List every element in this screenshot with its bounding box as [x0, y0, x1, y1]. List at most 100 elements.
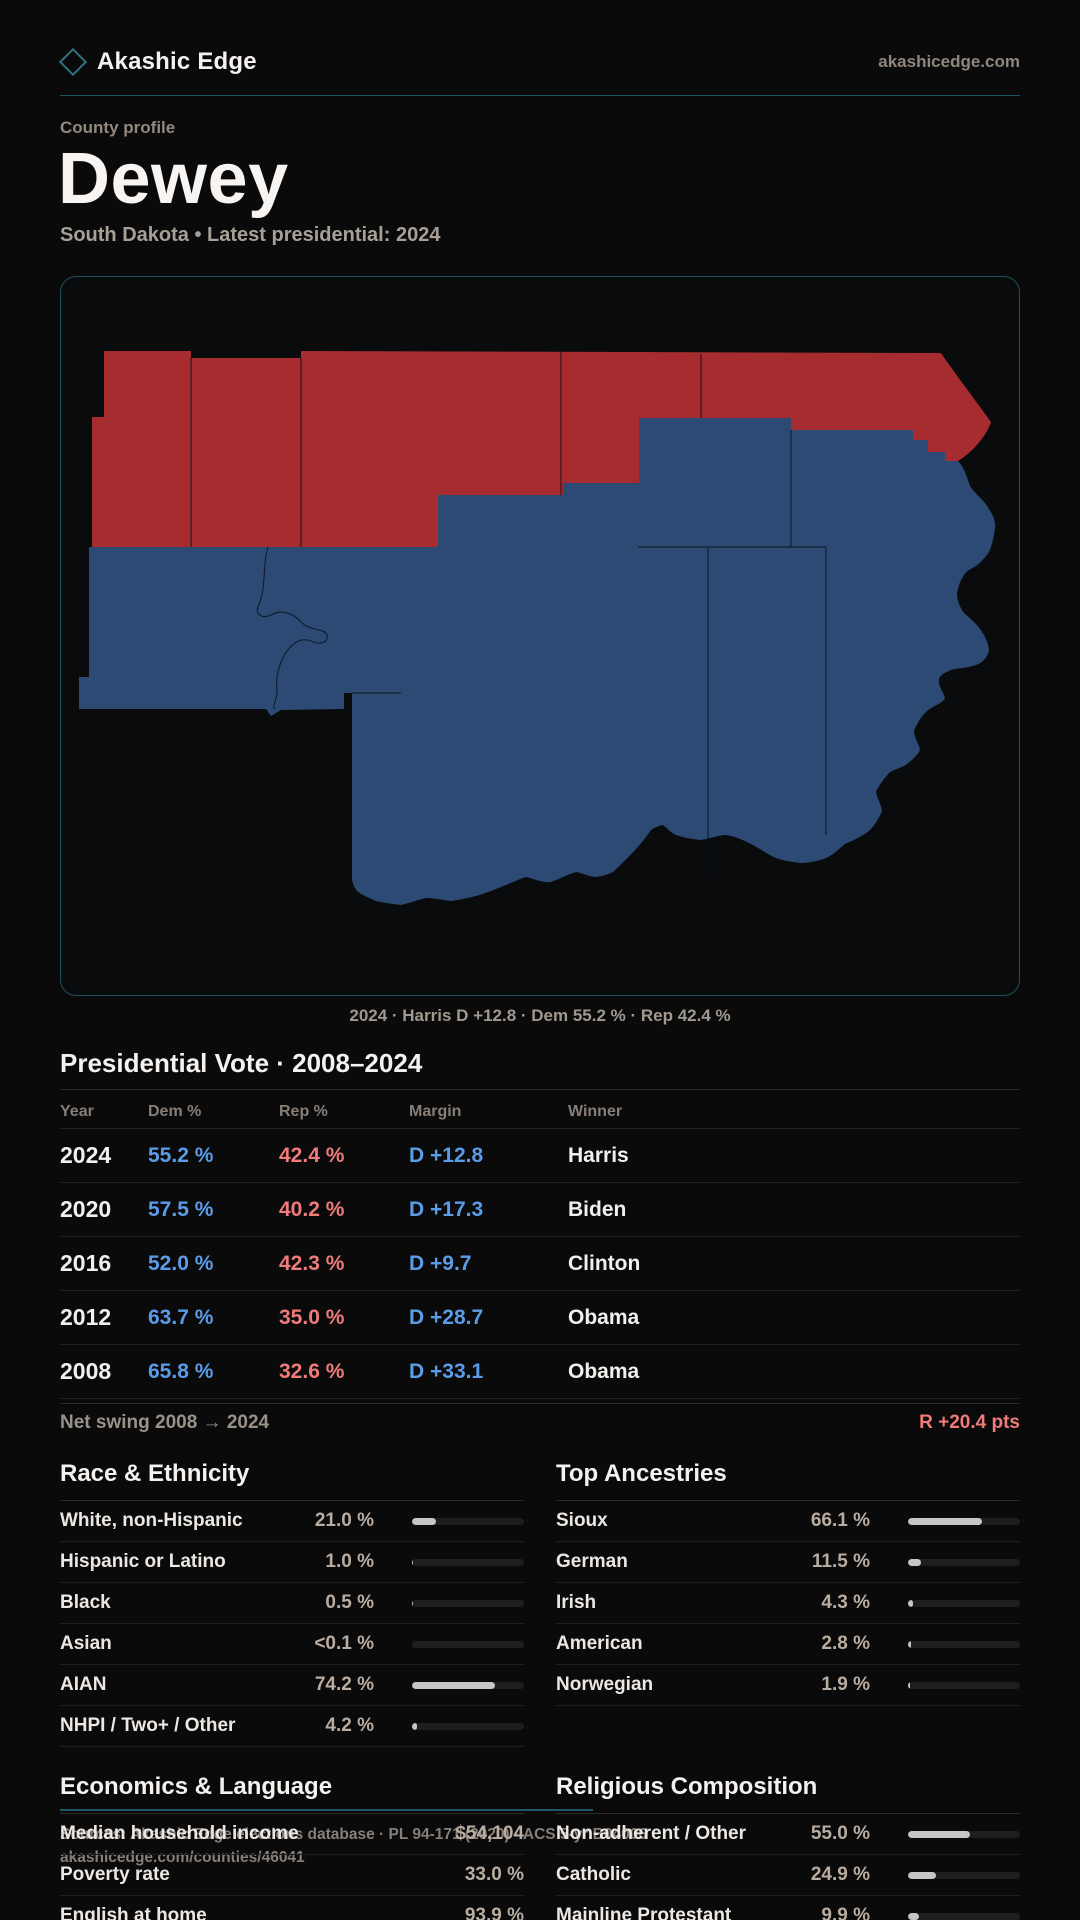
- stat-label: Catholic: [556, 1864, 631, 1885]
- stat-value: 55.0 %: [810, 1823, 870, 1844]
- source-line: Sources: Akashic Edge elections database…: [60, 1826, 647, 1843]
- source-footer: Sources: Akashic Edge elections database…: [60, 1823, 647, 1869]
- stat-value: 4.2 %: [325, 1715, 374, 1736]
- header-divider: [60, 95, 1020, 96]
- stat-bar: [908, 1830, 1020, 1838]
- stat-bar: [908, 1681, 1020, 1689]
- winner-cell: Obama: [568, 1305, 640, 1329]
- stat-value: 66.1 %: [810, 1510, 870, 1531]
- dem-precincts: [79, 418, 996, 905]
- rep-cell: 40.2 %: [279, 1197, 345, 1221]
- stat-label: Black: [60, 1592, 111, 1613]
- diamond-icon: [58, 47, 88, 77]
- winner-cell: Obama: [568, 1359, 640, 1383]
- stat-bar: [908, 1517, 1020, 1525]
- year-cell: 2016: [60, 1250, 112, 1276]
- ancestries-section: Top Ancestries Sioux 66.1 % German 11.5 …: [556, 1460, 1020, 1706]
- margin-cell: D +17.3: [409, 1197, 484, 1221]
- stat-label: White, non-Hispanic: [60, 1510, 243, 1531]
- source-link[interactable]: akashicedge.com/counties/46041: [60, 1849, 305, 1866]
- stat-value: 33.0 %: [464, 1864, 524, 1885]
- net-swing-row: Net swing 2008 → 2024 R +20.4 pts: [60, 1412, 1020, 1434]
- stat-label: American: [556, 1633, 643, 1654]
- dem-cell: 52.0 %: [148, 1251, 214, 1275]
- stat-row: Poverty rate 33.0 %: [60, 1855, 524, 1896]
- year-cell: 2012: [60, 1304, 112, 1330]
- stat-label: Non-adherent / Other: [556, 1823, 747, 1844]
- stat-value: 1.9 %: [821, 1674, 870, 1695]
- stat-row: AIAN 74.2 %: [60, 1665, 524, 1706]
- rep-cell: 32.6 %: [279, 1359, 345, 1383]
- year-cell: 2024: [60, 1142, 112, 1168]
- stat-bar: [412, 1722, 524, 1730]
- winner-cell: Clinton: [568, 1251, 641, 1275]
- stat-value: 24.9 %: [810, 1864, 870, 1885]
- stat-value: 2.8 %: [821, 1633, 870, 1654]
- dem-cell: 55.2 %: [148, 1143, 214, 1167]
- divider: [60, 1500, 524, 1501]
- stat-row: Norwegian 1.9 %: [556, 1665, 1020, 1706]
- precinct-map[interactable]: [60, 276, 1020, 996]
- table-row[interactable]: 2012 63.7 % 35.0 % D +28.7 Obama: [60, 1291, 1020, 1345]
- economics-section: Economics & Language Median household in…: [60, 1773, 524, 1920]
- ancestries-title: Top Ancestries: [556, 1460, 727, 1487]
- stat-bar: [908, 1599, 1020, 1607]
- stat-value: 93.9 %: [464, 1905, 524, 1920]
- stat-value: 21.0 %: [314, 1510, 374, 1531]
- county-map-svg: [79, 351, 996, 905]
- stat-value: 1.0 %: [325, 1551, 374, 1572]
- race-section: Race & Ethnicity White, non-Hispanic 21.…: [60, 1460, 524, 1747]
- stat-label: Hispanic or Latino: [60, 1551, 226, 1572]
- table-row[interactable]: 2024 55.2 % 42.4 % D +12.8 Harris: [60, 1129, 1020, 1183]
- winner-cell: Harris: [568, 1143, 629, 1167]
- vote-table-body: 2024 55.2 % 42.4 % D +12.8 Harris 2020 5…: [60, 1129, 1020, 1399]
- divider: [556, 1813, 1020, 1814]
- rep-cell: 42.3 %: [279, 1251, 345, 1275]
- net-swing-label: Net swing 2008 → 2024: [60, 1412, 270, 1433]
- stat-row: American 2.8 %: [556, 1624, 1020, 1665]
- vote-table-title: Presidential Vote · 2008–2024: [60, 1048, 423, 1078]
- teal-accent-line: [60, 1809, 593, 1811]
- brand-name: Akashic Edge: [97, 48, 257, 75]
- stat-value: 4.3 %: [821, 1592, 870, 1613]
- col-winner: Winner: [568, 1103, 623, 1120]
- precinct-borders: [190, 351, 827, 877]
- page-title: Dewey: [58, 139, 289, 219]
- stat-bar: [908, 1640, 1020, 1648]
- col-margin: Margin: [409, 1103, 462, 1120]
- stat-label: Mainline Protestant: [556, 1905, 732, 1920]
- stat-label: Asian: [60, 1633, 112, 1654]
- margin-cell: D +33.1: [409, 1359, 484, 1383]
- stat-value: $54,104: [455, 1823, 524, 1844]
- stat-row: White, non-Hispanic 21.0 %: [60, 1501, 524, 1542]
- stat-row: Black 0.5 %: [60, 1583, 524, 1624]
- stat-label: AIAN: [60, 1674, 107, 1695]
- stat-row: Sioux 66.1 %: [556, 1501, 1020, 1542]
- net-swing-value: R +20.4 pts: [919, 1412, 1020, 1433]
- site-url[interactable]: akashicedge.com: [878, 52, 1020, 71]
- table-row[interactable]: 2020 57.5 % 40.2 % D +17.3 Biden: [60, 1183, 1020, 1237]
- stat-row: English at home 93.9 %: [60, 1896, 524, 1920]
- stat-value: 9.9 %: [821, 1905, 870, 1920]
- stat-row: Median household income $54,104: [60, 1814, 524, 1855]
- divider: [60, 1128, 1020, 1129]
- margin-cell: D +28.7: [409, 1305, 484, 1329]
- table-row[interactable]: 2016 52.0 % 42.3 % D +9.7 Clinton: [60, 1237, 1020, 1291]
- dem-cell: 57.5 %: [148, 1197, 214, 1221]
- col-rep: Rep %: [279, 1103, 328, 1120]
- divider: [60, 1403, 1020, 1404]
- stat-label: Irish: [556, 1592, 597, 1613]
- race-title: Race & Ethnicity: [60, 1460, 250, 1487]
- divider: [60, 1089, 1020, 1090]
- stat-label: Median household income: [60, 1823, 299, 1844]
- margin-cell: D +12.8: [409, 1143, 484, 1167]
- stat-bar: [412, 1558, 524, 1566]
- economics-title: Economics & Language: [60, 1773, 333, 1800]
- stat-value: <0.1 %: [314, 1633, 374, 1654]
- col-year: Year: [60, 1103, 94, 1120]
- dem-cell: 63.7 %: [148, 1305, 214, 1329]
- stat-bar: [908, 1558, 1020, 1566]
- stat-label: Sioux: [556, 1510, 608, 1531]
- table-row[interactable]: 2008 65.8 % 32.6 % D +33.1 Obama: [60, 1345, 1020, 1399]
- stat-label: NHPI / Two+ / Other: [60, 1715, 236, 1736]
